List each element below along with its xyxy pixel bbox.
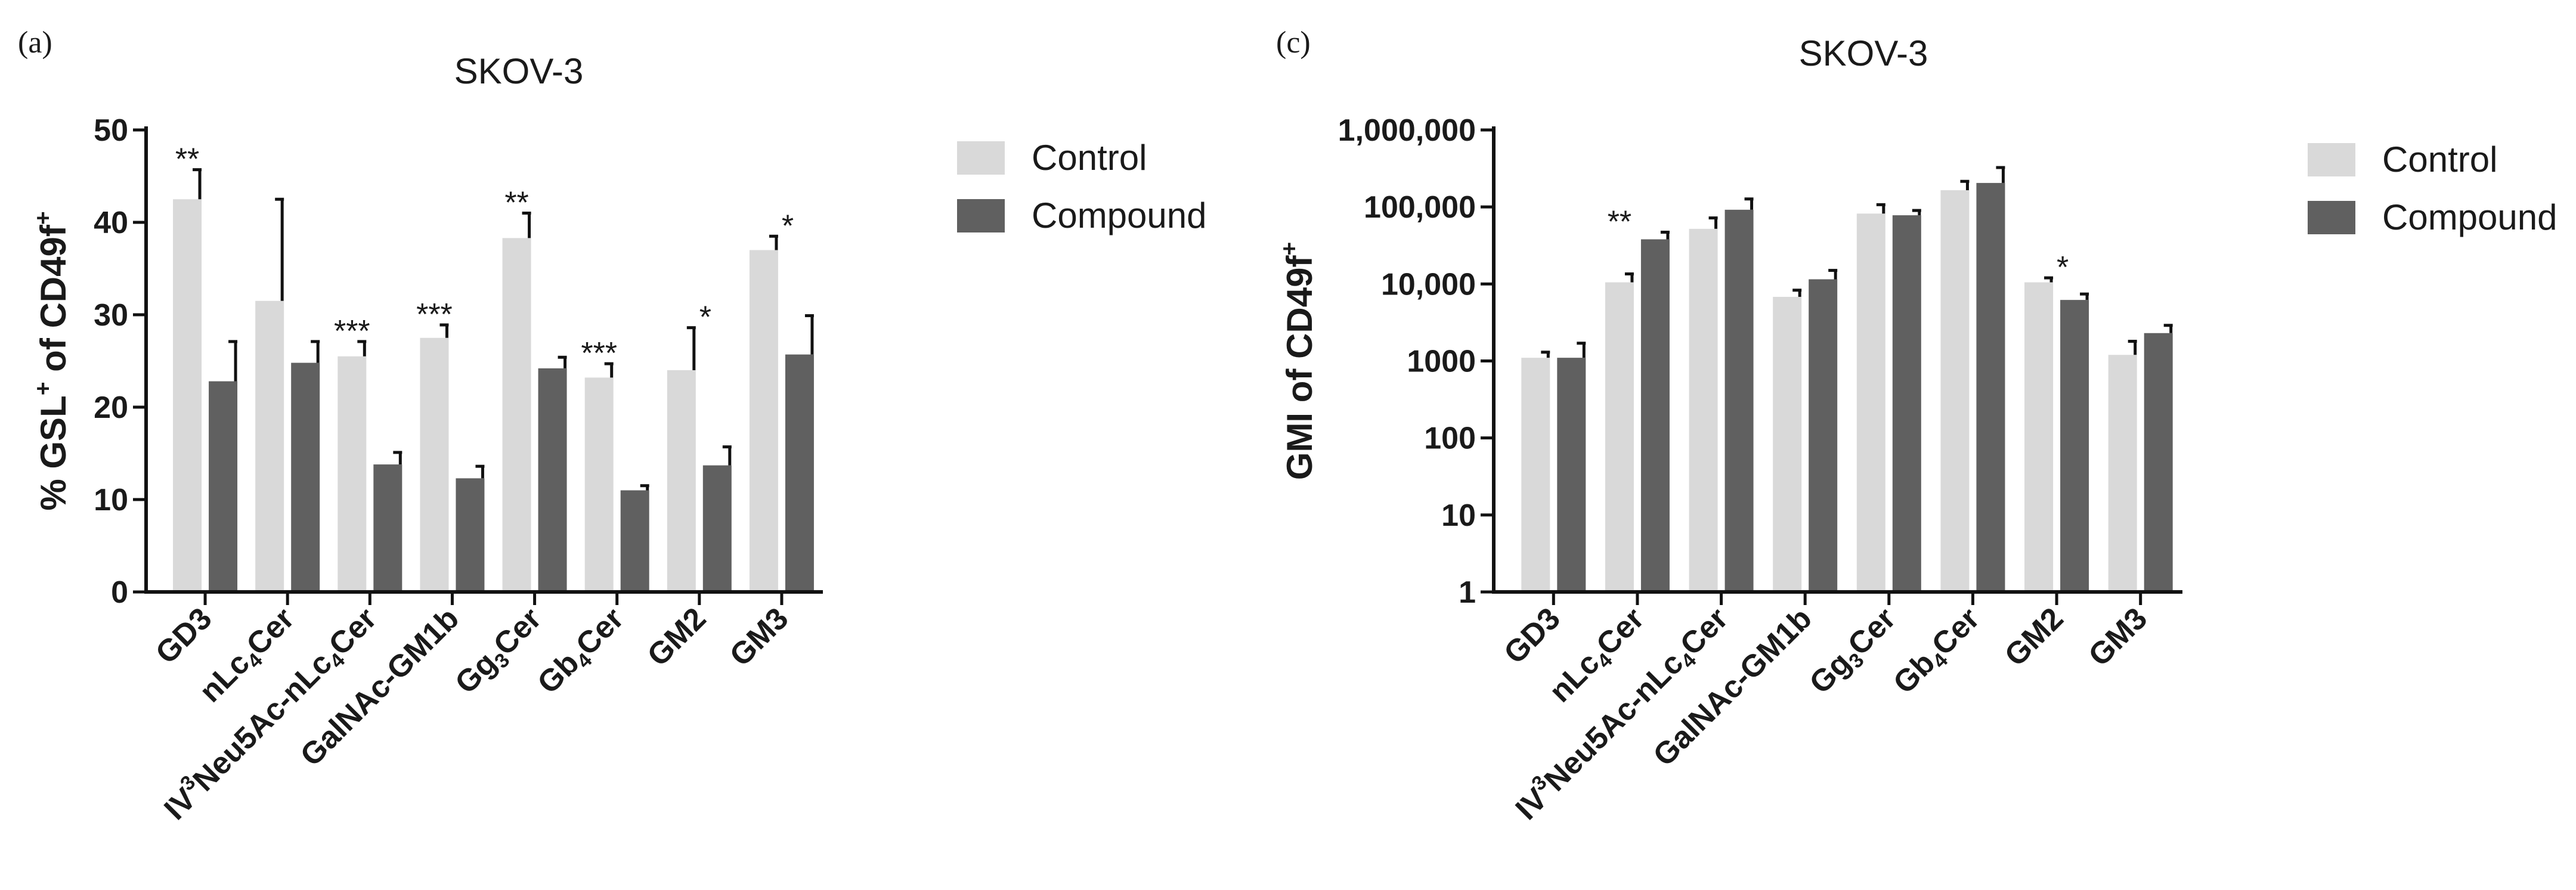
x-tick-label: GD3 (1497, 601, 1567, 671)
y-tick-label: 1000 (1407, 345, 1476, 379)
legend-swatch-compound (957, 199, 1005, 232)
legend-swatch-control (957, 141, 1005, 175)
significance-label: * (2057, 250, 2069, 285)
significance-label: *** (581, 336, 617, 371)
x-tick-label: GM3 (2082, 601, 2154, 673)
bar-compound-3 (1809, 279, 1838, 591)
bar-control-0 (1521, 358, 1550, 590)
significance-label: ** (1608, 205, 1631, 240)
significance-label: *** (334, 314, 370, 349)
x-tick-label: Gg3​Cer (448, 601, 550, 703)
bar-compound-6 (702, 465, 732, 590)
y-tick-label: 100,000 (1364, 190, 1476, 225)
bar-compound-1 (1640, 239, 1670, 591)
significance-label: ** (504, 186, 528, 221)
significance-label: ** (175, 142, 199, 177)
bar-control-4 (502, 238, 531, 591)
bar-compound-0 (1557, 358, 1586, 590)
bar-control-1 (1605, 282, 1634, 590)
y-tick-label: 20 (94, 390, 128, 425)
bar-control-1 (255, 300, 284, 590)
bar-control-6 (2024, 282, 2054, 590)
significance-label: * (699, 300, 711, 335)
x-tick-label: GD3 (149, 601, 219, 671)
bar-compound-4 (1892, 215, 1921, 590)
chart-panel-a: (a) SKOV-3 % GSL+​ of CD49f+​ 0 10 20 30 40 50 GD… (18, 26, 1207, 827)
significance-label: * (782, 209, 794, 243)
y-axis-label: % GSL+​ of CD49f+​ (30, 211, 73, 510)
y-tick-label: 50 (94, 113, 128, 148)
significance-label: *** (416, 297, 453, 332)
legend: Control Compound (2308, 139, 2558, 237)
y-tick-label: 10,000 (1381, 267, 1476, 302)
x-tick-label: Gb4​Cer (531, 601, 633, 703)
x-tick-label: GM2 (641, 601, 713, 673)
bar-control-2 (338, 356, 367, 590)
bar-control-5 (584, 377, 614, 590)
y-axis-label: GMI of CD49f+​ (1277, 242, 1320, 480)
legend-label-compound: Compound (2382, 197, 2558, 237)
bar-compound-3 (456, 478, 485, 590)
y-tick-label: 10 (94, 483, 128, 517)
bar-control-7 (749, 250, 778, 590)
bar-compound-0 (209, 381, 238, 590)
legend-swatch-control (2308, 143, 2355, 176)
bar-control-5 (1940, 190, 1970, 591)
bar-control-4 (1856, 213, 1885, 590)
bar-control-2 (1689, 228, 1718, 590)
chart-title: SKOV-3 (1799, 33, 1928, 73)
bar-control-3 (1773, 296, 1802, 590)
y-tick-label: 1 (1459, 575, 1476, 610)
panel-label: (c) (1276, 26, 1311, 60)
x-tick-label: Gb4​Cer (1887, 601, 1989, 703)
x-tick-label: GM2 (1998, 601, 2070, 673)
y-tick-label: 40 (94, 206, 128, 240)
chart-panel-c: (c) SKOV-3 GMI of CD49f+​ 1 10 100 1000 10,000 1… (1276, 26, 2558, 827)
y-tick-label: 0 (111, 575, 128, 610)
legend-swatch-compound (2308, 201, 2355, 234)
bar-control-0 (173, 199, 202, 590)
legend-label-control: Control (1032, 138, 1147, 178)
bar-compound-5 (1976, 182, 2005, 591)
y-tick-label: 100 (1424, 421, 1476, 456)
bar-control-3 (420, 337, 449, 590)
y-tick-label: 30 (94, 298, 128, 333)
legend-label-control: Control (2382, 139, 2497, 179)
bar-compound-1 (291, 362, 320, 590)
y-tick-label: 10 (1441, 498, 1476, 533)
bar-compound-5 (620, 490, 649, 590)
panel-label: (a) (18, 26, 52, 60)
legend: Control Compound (957, 138, 1207, 235)
bar-control-6 (667, 370, 696, 590)
bar-compound-4 (538, 368, 567, 590)
y-tick-label: 1,000,000 (1338, 113, 1476, 148)
legend-label-compound: Compound (1032, 196, 1207, 235)
bar-compound-7 (2144, 333, 2173, 590)
x-tick-label: Gg3​Cer (1803, 601, 1905, 703)
bar-compound-2 (1724, 209, 1754, 590)
x-tick-label: GM3 (723, 601, 795, 673)
chart-title: SKOV-3 (454, 51, 584, 91)
bar-control-7 (2108, 355, 2137, 590)
bar-compound-2 (373, 464, 402, 590)
bar-compound-6 (2060, 300, 2089, 590)
bar-compound-7 (785, 354, 814, 590)
